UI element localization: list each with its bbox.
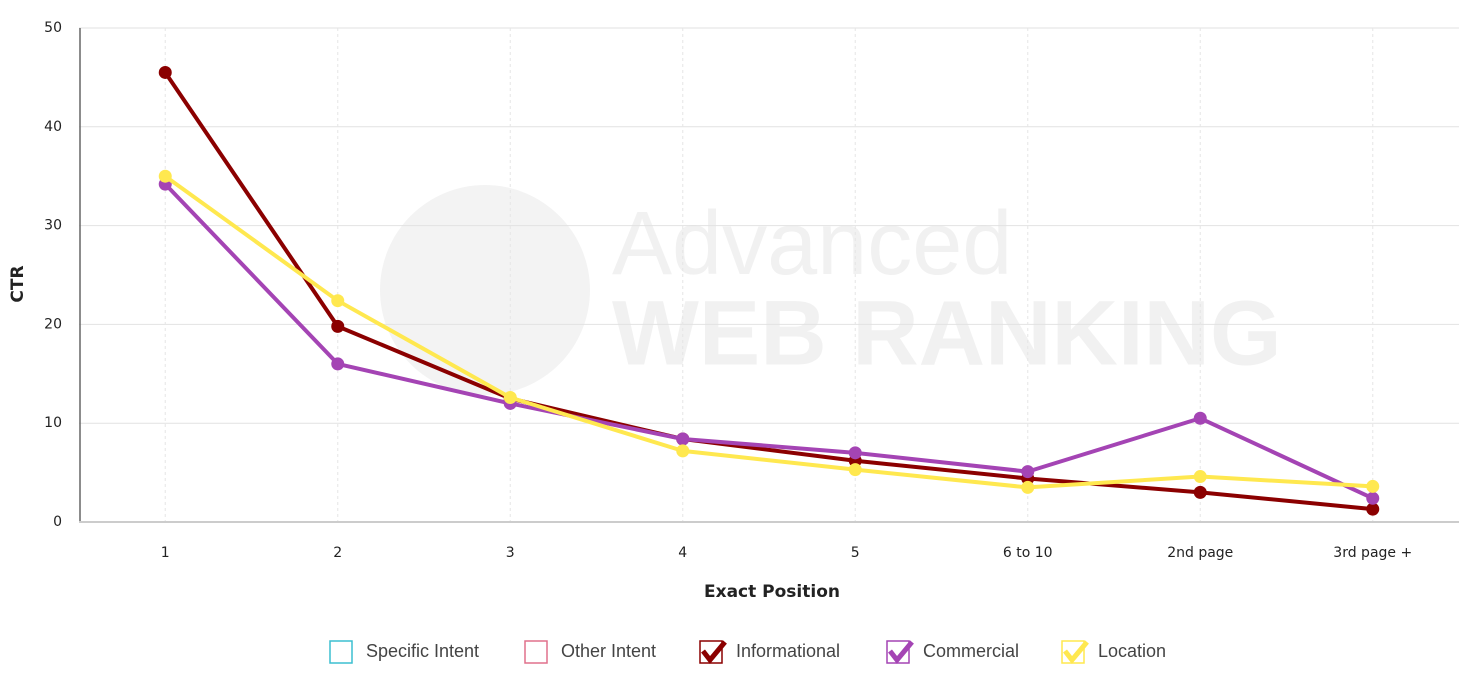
x-axis-title: Exact Position [704, 582, 840, 602]
data-point [848, 463, 862, 477]
data-point [331, 319, 345, 333]
legend-label: Other Intent [561, 641, 656, 661]
watermark: Advanced WEB RANKING [380, 185, 1282, 395]
watermark-text: WEB RANKING [612, 282, 1282, 384]
y-tick-label: 40 [44, 119, 62, 135]
data-point [1193, 485, 1207, 499]
data-point [1193, 411, 1207, 425]
legend-item[interactable]: Location [1061, 640, 1166, 664]
data-point [331, 294, 345, 308]
legend-box [329, 640, 353, 664]
legend-check [888, 640, 914, 664]
data-point [848, 446, 862, 460]
y-tick-label: 0 [53, 514, 62, 530]
y-tick-label: 30 [44, 218, 62, 234]
x-tick-label: 2nd page [1167, 545, 1233, 561]
x-tick-label: 2 [333, 545, 342, 561]
y-axis-title: CTR [8, 265, 28, 302]
legend-label: Specific Intent [366, 641, 479, 661]
y-tick-label: 50 [44, 20, 62, 36]
data-point [331, 357, 345, 371]
data-point [1021, 465, 1035, 479]
data-point [1366, 502, 1380, 516]
data-point [676, 432, 690, 446]
legend-label: Informational [736, 641, 840, 661]
data-point [503, 391, 517, 405]
x-tick-label: 1 [161, 545, 170, 561]
series-line [163, 71, 1373, 512]
legend-box [524, 640, 548, 664]
series-line [163, 182, 1374, 501]
legend-label: Location [1098, 641, 1166, 661]
watermark-text: Advanced [612, 194, 1012, 294]
x-tick-label: 3 [506, 545, 515, 561]
legend-item[interactable]: Other Intent [524, 640, 656, 664]
legend-label: Commercial [923, 641, 1019, 661]
data-point [158, 169, 172, 183]
x-tick-label: 4 [678, 545, 687, 561]
x-tick-label: 3rd page + [1333, 545, 1412, 561]
x-tick-label: 6 to 10 [1003, 545, 1053, 561]
data-point [1193, 470, 1207, 484]
series-line [164, 174, 1373, 490]
legend-item[interactable]: Commercial [886, 640, 1019, 664]
data-point [676, 444, 690, 458]
legend-item[interactable]: Informational [699, 640, 840, 664]
legend-check [701, 640, 727, 664]
watermark-globe [380, 185, 590, 395]
legend-check [1063, 640, 1089, 664]
y-tick-label: 20 [44, 316, 62, 332]
x-tick-label: 5 [851, 545, 860, 561]
data-point [1366, 479, 1380, 493]
data-point [1021, 480, 1035, 494]
data-point [158, 65, 172, 79]
data-point [1366, 491, 1380, 505]
legend-item[interactable]: Specific Intent [329, 640, 479, 664]
y-tick-label: 10 [44, 415, 62, 431]
